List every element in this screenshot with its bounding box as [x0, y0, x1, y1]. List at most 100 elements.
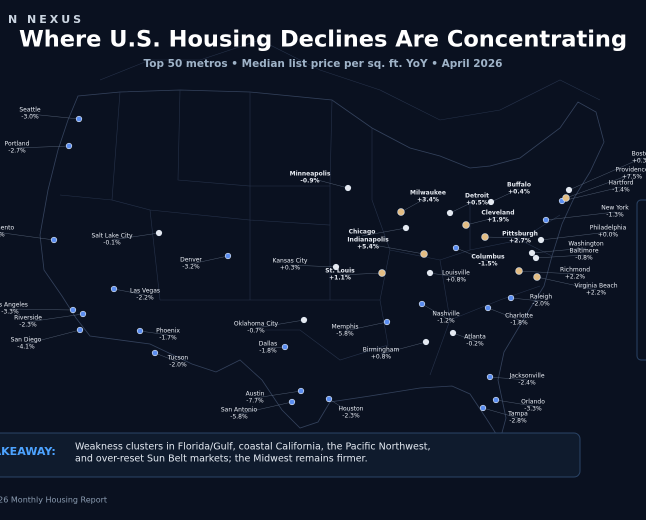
metro-dot — [136, 327, 144, 335]
metro-dot — [528, 249, 536, 257]
takeaway-box — [0, 432, 581, 478]
metro-name: San Antonio — [221, 407, 258, 414]
metro-value: -1.8% — [510, 320, 528, 327]
takeaway-text: Weakness clusters in Florida/Gulf, coast… — [75, 442, 431, 453]
leader-line — [339, 272, 383, 276]
metro-dot — [452, 244, 460, 252]
leader-line — [254, 390, 302, 399]
metro-value: -3.0% — [21, 114, 39, 121]
metro-value: +1.9% — [487, 217, 509, 224]
metro-value: -3.2% — [182, 264, 200, 271]
metro-name: Boston — [632, 151, 646, 158]
metro-dot — [515, 267, 523, 275]
metro-name: Chicago — [349, 229, 376, 236]
leader-line — [489, 376, 528, 381]
leader-line — [29, 113, 80, 120]
metro-value: +0.4% — [508, 189, 530, 196]
metro-value: +0.0% — [598, 232, 619, 239]
metro-name: Orlando — [521, 399, 545, 406]
title: Where U.S. Housing Declines Are Concentr… — [19, 27, 627, 53]
metro-dot — [151, 349, 159, 357]
leader-line — [344, 321, 388, 332]
metro-value: +2.7% — [509, 238, 531, 245]
leader-line — [455, 247, 489, 262]
leader-line — [25, 329, 81, 345]
metro-value: -0.7% — [247, 328, 265, 335]
metro-layer: Seattle-3.0%Portland-2.7%Sacramento-2.2%… — [0, 107, 646, 425]
metro-value: -1.4% — [612, 187, 630, 194]
leader-line — [540, 231, 609, 241]
metro-name: Pittsburgh — [502, 231, 538, 238]
metro-value: -1.5% — [478, 261, 497, 268]
metro-dot — [479, 404, 487, 412]
metro-dot — [383, 318, 391, 326]
metro-value: +0.3% — [280, 265, 301, 272]
metro-value: +3.4% — [417, 197, 439, 204]
metro-name: Hartford — [609, 180, 634, 187]
leader-line — [561, 186, 622, 202]
metro-name: Milwaukee — [410, 190, 446, 197]
metro-value: -2.3% — [19, 322, 37, 329]
leader-line — [465, 216, 499, 226]
leader-line — [568, 157, 643, 191]
leader-line — [484, 236, 521, 239]
metro-dot — [297, 387, 305, 395]
metro-dot — [462, 221, 470, 229]
metro-name: Cleveland — [481, 210, 514, 217]
metro-dot — [481, 233, 489, 241]
metro-name: Tucson — [167, 355, 189, 362]
metro-name: Minneapolis — [290, 171, 331, 178]
metro-value: -1.8% — [259, 348, 277, 355]
leader-line — [518, 270, 576, 275]
metro-value: -1.2% — [437, 318, 455, 325]
metro-name: Salt Lake City — [91, 233, 133, 240]
metro-name: Las Vegas — [130, 288, 160, 295]
metro-dot — [281, 343, 289, 351]
metro-value: -2.2% — [0, 232, 5, 239]
metro-value: +7.5% — [622, 174, 643, 181]
leader-line — [449, 199, 478, 214]
metro-name: Los Angeles — [0, 302, 28, 309]
metro-name: Baltimore — [569, 248, 598, 255]
metro-name: Philadelphia — [590, 225, 627, 232]
metro-name: Buffalo — [507, 182, 531, 189]
metro-value: -7.7% — [246, 398, 264, 405]
metro-name: Nashville — [432, 311, 460, 318]
metro-value: -2.3% — [342, 413, 360, 420]
metro-dot — [325, 395, 333, 403]
metro-name: Denver — [180, 257, 202, 264]
metro-dot — [76, 326, 84, 334]
metro-name: Raleigh — [530, 294, 553, 301]
metro-name: St. Louis — [325, 268, 355, 275]
brand: N NEXUS — [8, 13, 84, 26]
leader-line — [380, 341, 427, 355]
leader-line — [139, 330, 169, 336]
metro-value: +2.2% — [586, 290, 607, 297]
leader-line — [565, 173, 633, 199]
metro-value: -2.4% — [518, 380, 536, 387]
metro-value: -2.0% — [532, 301, 550, 308]
metro-value: -0.2% — [466, 341, 484, 348]
leader-line — [490, 188, 520, 203]
country-outline — [39, 89, 605, 441]
metro-value: -0.8% — [575, 255, 593, 262]
metro-dot — [532, 254, 540, 262]
metro-value: -1.3% — [606, 212, 624, 219]
metro-value: +0.8% — [446, 277, 467, 284]
metro-dot — [300, 316, 308, 324]
metro-value: -2.8% — [509, 418, 527, 425]
leader-line — [238, 401, 293, 415]
metro-name: Louisville — [442, 270, 470, 277]
metro-value: +0.5% — [466, 200, 488, 207]
leader-line — [545, 211, 616, 221]
metro-dot — [484, 304, 492, 312]
metro-name: Memphis — [331, 324, 358, 331]
metro-dot — [422, 338, 430, 346]
leader-line — [400, 196, 429, 213]
metro-name: Jacksonville — [508, 373, 544, 380]
metro-dot — [537, 236, 545, 244]
metro-dot — [332, 263, 340, 271]
metro-dot — [446, 209, 454, 217]
leader-line — [487, 307, 520, 321]
leader-line — [536, 276, 597, 291]
